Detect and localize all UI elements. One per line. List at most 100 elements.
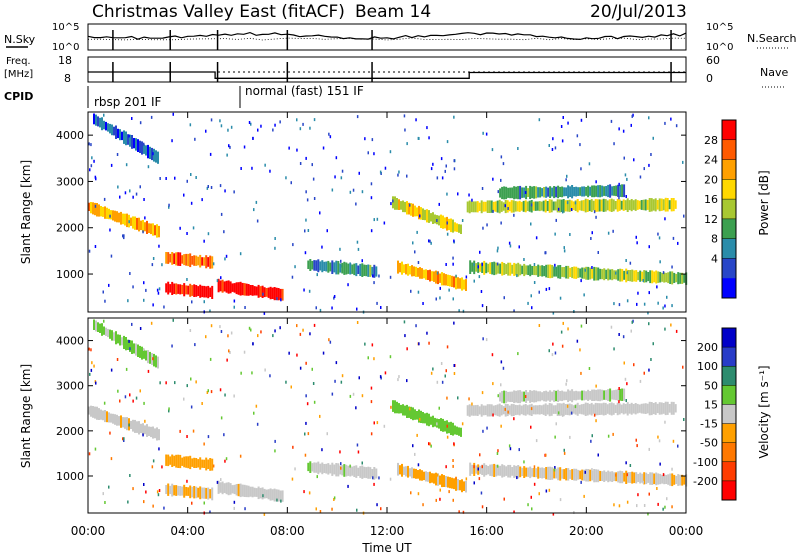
velocity-echo-cell	[251, 486, 254, 498]
velocity-noise-cell	[319, 414, 321, 418]
velocity-noise-cell	[163, 506, 165, 510]
velocity-noise-cell	[588, 367, 591, 370]
velocity-noise-cell	[143, 348, 145, 351]
velocity-echo-cell	[612, 403, 615, 415]
velocity-noise-cell	[356, 321, 359, 324]
velocity-noise-cell	[446, 424, 448, 428]
power-echo-cell	[520, 201, 523, 211]
velocity-noise-cell	[458, 510, 460, 514]
power-echo-cell	[651, 270, 654, 284]
power-echo-cell	[609, 269, 612, 280]
velocity-noise-cell	[152, 459, 155, 463]
power-echo-cell	[319, 261, 322, 271]
power-noise-cell	[299, 127, 302, 131]
velocity-noise-cell	[189, 329, 192, 332]
power-noise-cell	[482, 131, 484, 135]
velocity-noise-cell	[340, 462, 342, 466]
velocity-echo-cell	[623, 388, 626, 401]
power-echo-cell	[331, 260, 334, 274]
power-echo-cell	[415, 266, 417, 277]
power-echo-cell	[401, 261, 403, 275]
power-echo-cell	[635, 270, 638, 282]
power-echo-cell	[151, 147, 153, 161]
colorbar-tick-label: 4	[711, 252, 718, 265]
velocity-noise-cell	[432, 367, 434, 371]
power-echo-cell	[576, 199, 579, 213]
power-echo-cell	[201, 257, 204, 266]
velocity-noise-cell	[119, 399, 121, 403]
velocity-echo-cell	[402, 404, 404, 416]
velocity-echo-cell	[105, 327, 107, 336]
velocity-noise-cell	[551, 353, 554, 357]
power-noise-cell	[657, 232, 659, 236]
velocity-echo-cell	[205, 457, 208, 471]
velocity-noise-cell	[380, 507, 382, 511]
power-echo-cell	[124, 213, 126, 226]
velocity-echo-cell	[167, 483, 170, 496]
velocity-noise-cell	[190, 377, 192, 381]
velocity-echo-cell	[642, 403, 645, 414]
power-echo-cell	[479, 263, 482, 272]
cpid-segment-2: normal (fast) 151 IF	[245, 84, 364, 98]
power-echo-cell	[591, 268, 594, 279]
power-noise-cell	[240, 167, 242, 170]
power-noise-cell	[630, 123, 632, 127]
power-echo-cell	[261, 285, 264, 298]
velocity-noise-cell	[648, 447, 650, 451]
power-echo-cell	[605, 186, 608, 197]
power-echo-cell	[355, 263, 358, 277]
power-noise-cell	[496, 249, 499, 253]
velocity-echo-cell	[209, 489, 212, 499]
power-noise-cell	[471, 198, 473, 202]
power-noise-cell	[622, 129, 625, 133]
velocity-echo-cell	[227, 482, 230, 496]
velocity-echo-cell	[197, 459, 200, 468]
velocity-noise-cell	[139, 327, 142, 330]
velocity-noise-cell	[384, 371, 387, 375]
velocity-noise-cell	[357, 450, 360, 454]
velocity-echo-cell	[181, 486, 184, 496]
power-noise-cell	[465, 275, 468, 279]
power-noise-cell	[292, 243, 294, 247]
velocity-noise-cell	[636, 504, 638, 508]
velocity-noise-cell	[658, 439, 661, 443]
power-noise-cell	[435, 297, 437, 301]
power-echo-cell	[441, 272, 443, 286]
velocity-echo-cell	[95, 320, 97, 332]
velocity-noise-cell	[209, 357, 212, 361]
velocity-noise-cell	[482, 337, 484, 341]
velocity-echo-cell	[367, 466, 370, 479]
velocity-noise-cell	[635, 438, 637, 442]
power-noise-cell	[445, 164, 447, 168]
velocity-echo-cell	[439, 475, 441, 485]
power-noise-cell	[618, 303, 621, 307]
velocity-echo-cell	[677, 474, 680, 486]
velocity-echo-cell	[249, 486, 252, 497]
velocity-noise-cell	[503, 497, 505, 501]
power-echo-cell	[431, 271, 433, 281]
velocity-echo-cell	[152, 426, 154, 439]
power-echo-cell	[327, 260, 330, 273]
velocity-echo-cell	[645, 472, 648, 485]
velocity-noise-cell	[618, 333, 620, 336]
power-echo-cell	[375, 266, 378, 277]
power-echo-cell	[503, 186, 506, 200]
velocity-noise-cell	[563, 448, 565, 452]
velocity-echo-cell	[615, 389, 618, 401]
velocity-echo-cell	[622, 403, 625, 415]
power-noise-cell	[446, 232, 449, 236]
velocity-noise-cell	[597, 453, 599, 457]
power-echo-cell	[243, 283, 246, 296]
velocity-noise-cell	[481, 465, 483, 469]
power-noise-cell	[500, 178, 502, 182]
velocity-echo-cell	[507, 464, 510, 478]
velocity-noise-cell	[398, 375, 400, 379]
power-noise-cell	[207, 232, 210, 236]
power-echo-cell	[211, 285, 214, 299]
velocity-echo-cell	[88, 406, 90, 415]
velocity-noise-cell	[545, 489, 548, 493]
velocity-noise-cell	[316, 475, 318, 479]
power-echo-cell	[476, 201, 479, 213]
power-echo-cell	[97, 116, 99, 127]
power-noise-cell	[358, 171, 360, 175]
